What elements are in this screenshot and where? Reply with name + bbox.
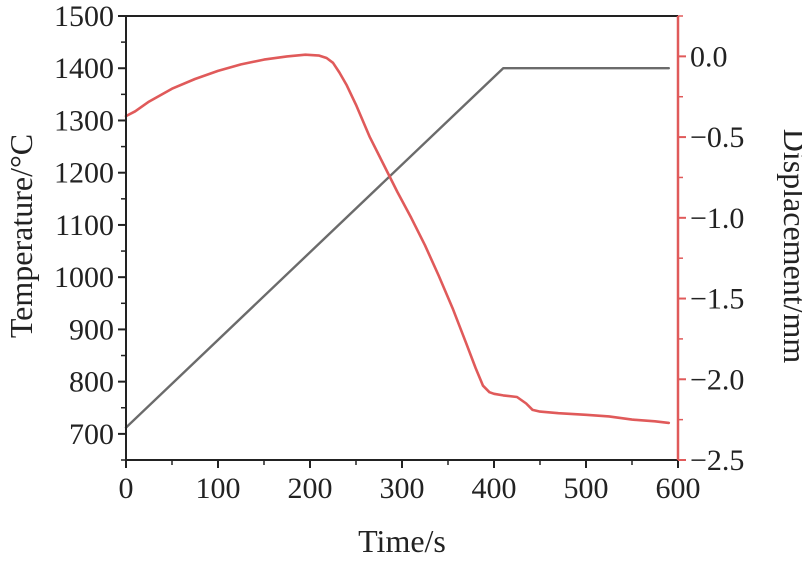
x-tick-label: 100 — [196, 472, 241, 505]
left-y-tick-label: 1000 — [54, 261, 114, 294]
x-tick-label: 0 — [119, 472, 134, 505]
right-y-tick-label: −2.5 — [690, 444, 744, 477]
right-y-tick-label: 0.0 — [690, 40, 728, 73]
left-y-tick-label: 1100 — [55, 209, 114, 242]
right-y-tick-label: −1.5 — [690, 283, 744, 316]
x-tick-label: 200 — [288, 472, 333, 505]
right-y-tick-label: −0.5 — [690, 121, 744, 154]
left-y-tick-label: 1300 — [54, 104, 114, 137]
x-tick-label: 600 — [656, 472, 701, 505]
left-y-tick-label: 700 — [69, 418, 114, 451]
axes: 0 100 200 300 400 500 600 700 800 900 1000 1100 1200… — [54, 0, 744, 505]
left-y-axis-title: Temperature/°C — [3, 134, 39, 338]
left-y-tick-label: 1400 — [54, 52, 114, 85]
left-y-tick-label: 1200 — [54, 157, 114, 190]
right-y-tick-label: −1.0 — [690, 202, 744, 235]
right-y-axis-title: Displacement/mm — [777, 129, 802, 364]
left-y-tick-label: 900 — [69, 313, 114, 346]
temperature-series-line — [124, 66, 670, 429]
x-tick-label: 500 — [564, 472, 609, 505]
x-axis-title: Time/s — [358, 523, 446, 559]
right-y-tick-label: −2.0 — [690, 363, 744, 396]
x-tick-label: 400 — [472, 472, 517, 505]
left-y-tick-label: 800 — [69, 366, 114, 399]
plot-area — [124, 53, 671, 429]
left-y-tick-label: 1500 — [54, 0, 114, 33]
displacement-series-line — [124, 53, 671, 425]
x-tick-label: 300 — [380, 472, 425, 505]
